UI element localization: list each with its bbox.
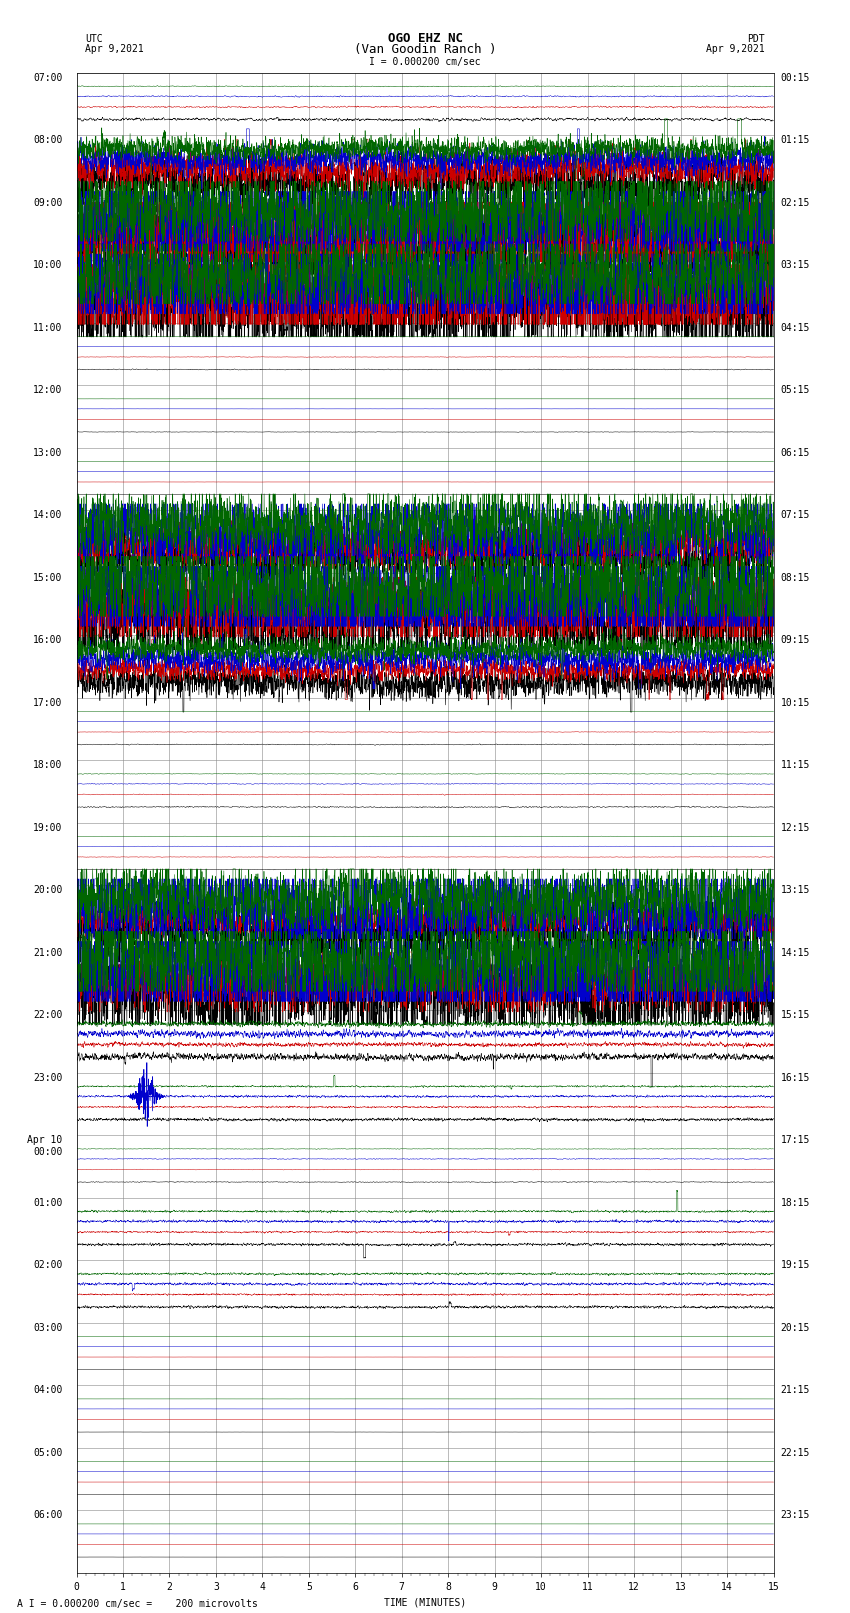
Text: 13:15: 13:15 bbox=[780, 886, 810, 895]
Text: 05:00: 05:00 bbox=[33, 1448, 63, 1458]
Text: 08:15: 08:15 bbox=[780, 573, 810, 582]
Text: 17:15: 17:15 bbox=[780, 1136, 810, 1145]
Text: 09:00: 09:00 bbox=[33, 198, 63, 208]
Text: (Van Goodin Ranch ): (Van Goodin Ranch ) bbox=[354, 44, 496, 56]
Text: 09:15: 09:15 bbox=[780, 636, 810, 645]
Text: 01:00: 01:00 bbox=[33, 1197, 63, 1208]
Text: 19:00: 19:00 bbox=[33, 823, 63, 832]
Text: 15:15: 15:15 bbox=[780, 1010, 810, 1019]
Text: 21:15: 21:15 bbox=[780, 1386, 810, 1395]
Text: 10:15: 10:15 bbox=[780, 697, 810, 708]
Text: Apr 10
00:00: Apr 10 00:00 bbox=[27, 1136, 63, 1157]
Text: 04:00: 04:00 bbox=[33, 1386, 63, 1395]
Text: 03:00: 03:00 bbox=[33, 1323, 63, 1332]
Text: 12:00: 12:00 bbox=[33, 386, 63, 395]
Text: A I = 0.000200 cm/sec =    200 microvolts: A I = 0.000200 cm/sec = 200 microvolts bbox=[17, 1598, 258, 1608]
Text: 16:00: 16:00 bbox=[33, 636, 63, 645]
Text: 18:15: 18:15 bbox=[780, 1197, 810, 1208]
Text: 22:15: 22:15 bbox=[780, 1448, 810, 1458]
Text: OGO EHZ NC: OGO EHZ NC bbox=[388, 32, 462, 45]
Text: 11:00: 11:00 bbox=[33, 323, 63, 332]
Text: 18:00: 18:00 bbox=[33, 760, 63, 769]
Text: 12:15: 12:15 bbox=[780, 823, 810, 832]
Text: 14:15: 14:15 bbox=[780, 948, 810, 958]
Text: 19:15: 19:15 bbox=[780, 1260, 810, 1269]
Text: 07:15: 07:15 bbox=[780, 510, 810, 519]
Text: Apr 9,2021: Apr 9,2021 bbox=[706, 44, 765, 53]
Text: 23:00: 23:00 bbox=[33, 1073, 63, 1082]
Text: UTC: UTC bbox=[85, 34, 103, 44]
Text: 15:00: 15:00 bbox=[33, 573, 63, 582]
Text: 04:15: 04:15 bbox=[780, 323, 810, 332]
Text: I = 0.000200 cm/sec: I = 0.000200 cm/sec bbox=[369, 56, 481, 66]
Text: 00:15: 00:15 bbox=[780, 73, 810, 82]
Text: 02:00: 02:00 bbox=[33, 1260, 63, 1269]
Text: Apr 9,2021: Apr 9,2021 bbox=[85, 44, 144, 53]
Text: 08:00: 08:00 bbox=[33, 135, 63, 145]
Text: 05:15: 05:15 bbox=[780, 386, 810, 395]
Text: 20:00: 20:00 bbox=[33, 886, 63, 895]
X-axis label: TIME (MINUTES): TIME (MINUTES) bbox=[384, 1597, 466, 1607]
Text: 17:00: 17:00 bbox=[33, 697, 63, 708]
Text: 23:15: 23:15 bbox=[780, 1510, 810, 1519]
Text: 06:00: 06:00 bbox=[33, 1510, 63, 1519]
Text: 10:00: 10:00 bbox=[33, 260, 63, 269]
Text: 22:00: 22:00 bbox=[33, 1010, 63, 1019]
Text: 11:15: 11:15 bbox=[780, 760, 810, 769]
Text: 14:00: 14:00 bbox=[33, 510, 63, 519]
Text: 13:00: 13:00 bbox=[33, 448, 63, 458]
Text: 16:15: 16:15 bbox=[780, 1073, 810, 1082]
Text: 06:15: 06:15 bbox=[780, 448, 810, 458]
Text: 01:15: 01:15 bbox=[780, 135, 810, 145]
Text: 02:15: 02:15 bbox=[780, 198, 810, 208]
Text: PDT: PDT bbox=[747, 34, 765, 44]
Text: 21:00: 21:00 bbox=[33, 948, 63, 958]
Text: 03:15: 03:15 bbox=[780, 260, 810, 269]
Text: 07:00: 07:00 bbox=[33, 73, 63, 82]
Text: 20:15: 20:15 bbox=[780, 1323, 810, 1332]
